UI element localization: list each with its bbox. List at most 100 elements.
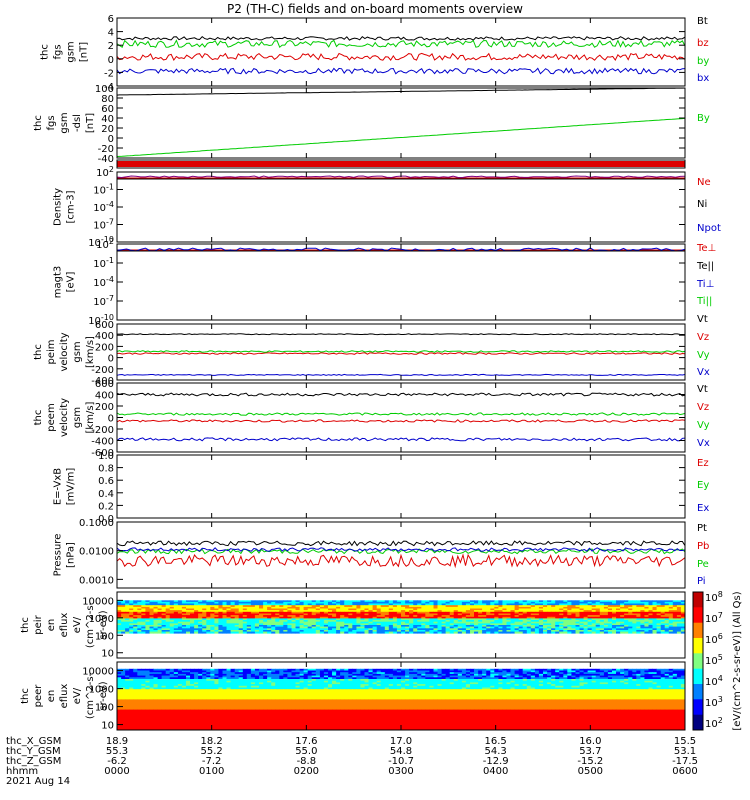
panel-peer-cell [567, 682, 572, 685]
panel-peer-cell [486, 682, 491, 685]
panel-peir-cell [242, 605, 248, 608]
panel-peir-cell [323, 626, 329, 629]
panel-peir-cell [551, 603, 556, 606]
panel-peir-cell [137, 626, 142, 629]
panel-peir-cell [230, 623, 236, 626]
panel-peer-cell [417, 673, 422, 676]
panel-peir-cell [226, 603, 231, 606]
panel-peir-cell [125, 613, 130, 616]
panel-peer-cell [210, 687, 215, 690]
panel-peir-cell [214, 610, 219, 613]
panel-peir-cell [534, 601, 540, 604]
panel-peir-cell [591, 600, 597, 603]
panel-peir-cell [129, 631, 134, 634]
panel-peir-cell [547, 610, 552, 613]
panel-peir-cell [376, 631, 382, 634]
panel-peir-cell [417, 625, 422, 627]
panel-peir-cell [672, 621, 678, 624]
panel-peir-cell [607, 618, 613, 621]
panel-peir-cell [129, 630, 134, 632]
panel-peir-cell [648, 618, 653, 621]
panel-peir-ylabel-6: sr-eV) [98, 610, 109, 639]
panel-peir-cell [563, 611, 568, 614]
panel-peer-cell [676, 687, 682, 690]
panel-peir-cell [648, 600, 653, 603]
panel-peer-cell [518, 680, 524, 683]
panel-peir-cell [429, 621, 434, 624]
panel-peir-cell [169, 610, 175, 613]
panel-peer-cell [129, 677, 134, 680]
panel-peer-cell [595, 670, 601, 673]
panel-peer-cell [437, 673, 442, 676]
panel-peer-cell [567, 670, 572, 673]
panel-peir-cell [396, 631, 402, 634]
panel-peer-cell [125, 679, 130, 682]
panel-peer-cell [571, 687, 576, 690]
panel-peer-cell [624, 685, 629, 688]
panel-peir-cell [510, 610, 515, 613]
panel-peir-cell [133, 613, 138, 616]
panel-peer-cell [267, 684, 272, 687]
panel-peir-cell [486, 603, 491, 606]
panel-peir-cell [344, 626, 349, 629]
panel-peer-cell [660, 684, 666, 687]
panel-peir-cell [161, 620, 167, 622]
panel-peir-cell [129, 623, 134, 626]
panel-peir-cell [563, 600, 568, 603]
panel-peir-cell [129, 621, 134, 624]
panel-peer-cell [522, 673, 528, 676]
panel-peer-cell [672, 685, 678, 688]
panel-peer-cell [522, 670, 528, 673]
panel-peer-cell [510, 673, 515, 676]
panel-peir-cell [514, 625, 520, 627]
panel-peer-cell [465, 680, 471, 683]
panel-peer-cell [445, 672, 451, 675]
panel-peir-cell [612, 623, 617, 626]
panel-peir-cell [486, 608, 491, 611]
panel-peir-cell [526, 620, 532, 622]
panel-peir-cell [567, 626, 572, 629]
panel-peer-cell [372, 684, 378, 687]
panel-peer-cell [465, 670, 471, 673]
panel-peir-cell [648, 631, 653, 634]
panel-peer-cell [676, 680, 682, 683]
panel-peir-cell [117, 621, 122, 624]
panel-peir-cell [173, 601, 179, 604]
panel-peir-cell [530, 616, 536, 619]
panel-peir-cell [198, 610, 203, 613]
panel-peir-cell [628, 616, 633, 619]
panel-peer-cell [457, 689, 463, 692]
panel-peer-cell [482, 684, 487, 687]
panel-peir-cell [640, 626, 645, 629]
panel-peer-cell [522, 685, 528, 688]
panel-peir-cell [421, 600, 426, 603]
panel-peir-cell [388, 600, 394, 603]
panel-peir-cell [336, 625, 341, 627]
panel-peir-cell [522, 603, 528, 606]
panel-peir-cell [218, 610, 223, 613]
panel-peer-cell [263, 680, 268, 683]
panel-peir-cell [571, 601, 576, 604]
panel-peir-cell [591, 618, 597, 621]
panel-peir-cell [445, 630, 451, 632]
panel-peir-cell [555, 628, 560, 631]
panel-peer-cell [656, 684, 662, 687]
panel-peir-cell [344, 601, 349, 604]
panel-peir-cell [543, 623, 548, 626]
panel-peir-cell [510, 611, 515, 614]
panel-peer-cell [206, 675, 211, 678]
panel-peer-cell [242, 670, 248, 673]
panel-peer-cell [263, 687, 268, 690]
panel-peer-cell [498, 668, 503, 671]
panel-peir-cell [575, 623, 580, 626]
panel-peer-cell [538, 673, 544, 676]
panel-peir-cell [299, 620, 305, 622]
panel-peir-cell [522, 600, 528, 603]
panel-peir-cell [226, 630, 231, 632]
panel-peir-cell [315, 631, 321, 634]
panel-peer-cell [181, 673, 187, 676]
panel-peer-cell [571, 684, 576, 687]
panel-peir-cell [530, 626, 536, 629]
panel-peer-cell [628, 673, 633, 676]
panel-peer-cell [518, 673, 524, 676]
